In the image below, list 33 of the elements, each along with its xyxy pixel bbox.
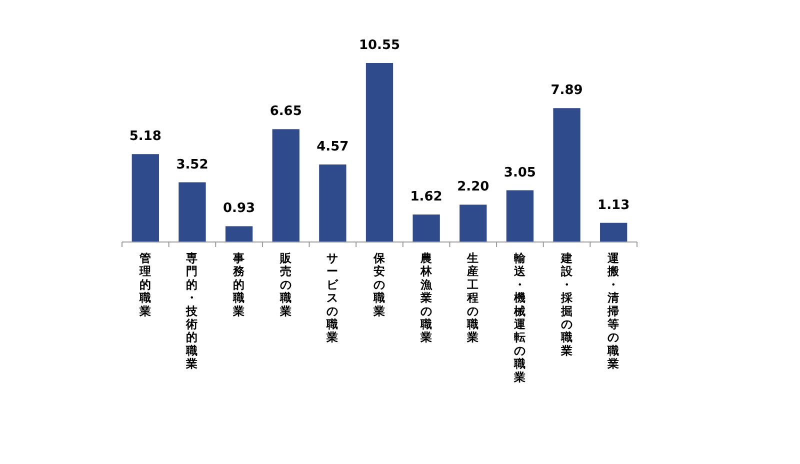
bar (460, 204, 487, 242)
bar (506, 190, 534, 242)
category-label: 運搬・清掃等の職業 (608, 251, 620, 371)
bar (600, 222, 628, 242)
x-tick-label: サービスの職業 (326, 251, 340, 344)
bar (319, 164, 346, 242)
x-tick-label: 事務的職業 (232, 251, 246, 318)
bar (225, 226, 253, 242)
x-tick-label: 農林漁業の職業 (419, 251, 434, 344)
bar (553, 108, 580, 242)
bar (178, 182, 206, 242)
category-label: 輸送・機械運転の職業 (514, 251, 526, 384)
x-tick-label: 保安の職業 (372, 251, 386, 318)
data-label: 7.89 (550, 83, 583, 98)
data-label: 2.20 (457, 180, 490, 195)
data-label: 10.55 (358, 38, 400, 53)
x-tick-label: 建設・採掘の職業 (560, 251, 574, 358)
data-label: 1.62 (410, 190, 442, 205)
data-label: 0.93 (223, 201, 256, 216)
data-label: 6.65 (270, 104, 302, 120)
x-tick-label: 生産工程の職業 (466, 251, 480, 344)
bar (412, 214, 440, 242)
data-label: 4.57 (316, 139, 349, 154)
data-label: 3.05 (504, 165, 536, 180)
bar (132, 154, 159, 242)
x-tick-label: 販売の職業 (278, 251, 293, 318)
data-label: 5.18 (129, 129, 162, 144)
bar (366, 63, 394, 242)
data-label: 1.13 (598, 198, 630, 213)
category-label: 専門的・技術的職業 (186, 251, 198, 371)
data-label: 3.52 (176, 157, 208, 172)
x-tick-label: 管理的職業 (138, 251, 152, 318)
bar (272, 129, 300, 242)
